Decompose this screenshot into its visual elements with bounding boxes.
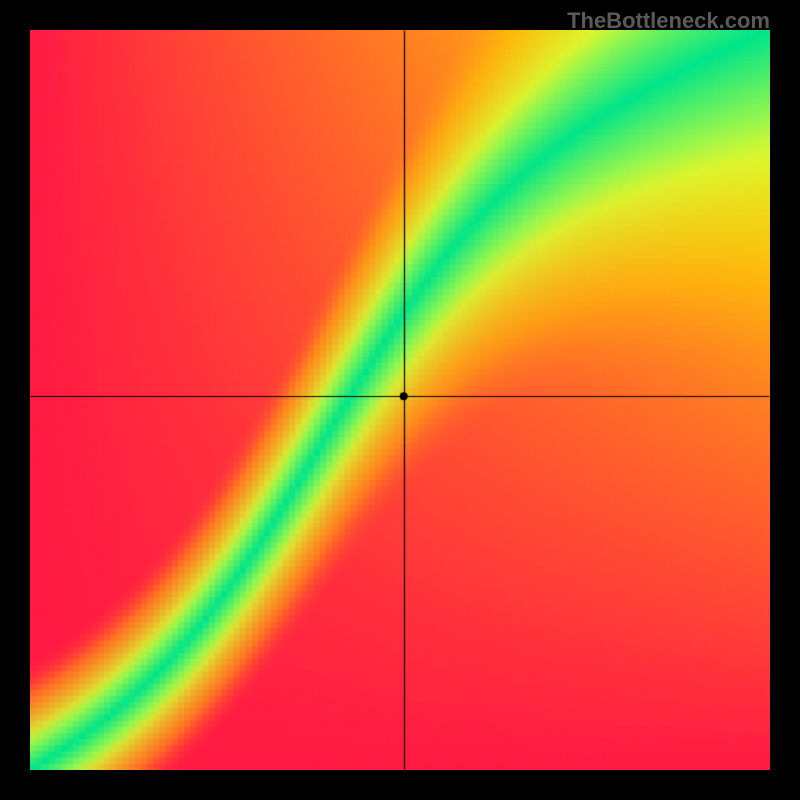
watermark-text: TheBottleneck.com xyxy=(567,8,770,34)
chart-container: TheBottleneck.com xyxy=(0,0,800,800)
bottleneck-heatmap xyxy=(30,30,770,770)
